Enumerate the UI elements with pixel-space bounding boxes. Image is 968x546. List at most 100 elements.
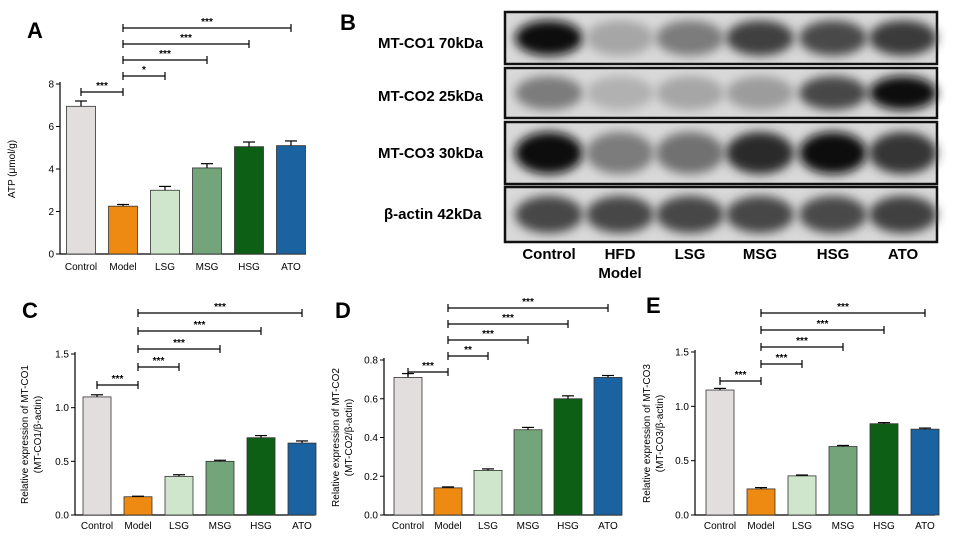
chart-e-y-axis-label-line: (MT-CO3/β-actin) [655, 395, 666, 472]
chart-d-category-label: Control [392, 521, 424, 532]
chart-e-bar-hsg [869, 423, 899, 516]
chart-a-category-label: ATO [281, 262, 301, 273]
chart-e-y-axis-label-line: Relative expression of MT-CO3 [642, 364, 653, 503]
chart-a-sig-label: *** [96, 81, 108, 92]
chart-a-bar-ato [276, 145, 306, 255]
chart-c-category-label: Model [124, 521, 151, 532]
chart-a-bar-model [108, 205, 138, 255]
blot-band-control [515, 20, 583, 56]
blot-lane-label-control: Control [522, 246, 575, 263]
chart-e-sig-label: *** [796, 336, 808, 347]
blot-band-hfd [586, 195, 654, 234]
chart-d-sig-label: *** [502, 313, 514, 324]
chart-e-bar-ato [910, 428, 940, 516]
chart-c-sig-label: *** [153, 356, 165, 367]
panel-letter-a: A [27, 18, 43, 43]
blot-lane-label-hfd: HFD [605, 246, 636, 263]
chart-d-bar-control [393, 377, 423, 516]
chart-e-bar-model [746, 488, 776, 516]
chart-a-y-axis-label: ATP (μmol/g) [7, 140, 18, 198]
chart-c-bar-ato [287, 442, 317, 516]
blot-band-hfd [586, 131, 654, 175]
blot-band-control [515, 131, 583, 175]
chart-d-category-label: Model [434, 521, 461, 532]
western-blot: MT-CO1 70kDa MT-CO2 25kDa MT-CO3 30kDa β… [378, 10, 939, 282]
blot-row-label-mt-co2: MT-CO2 25kDa [378, 88, 484, 105]
blot-band-hsg [799, 76, 867, 110]
blot-band-ato [869, 131, 937, 175]
blot-band-msg [726, 131, 794, 175]
chart-a-y-tick-label: 4 [48, 165, 54, 176]
blot-band-msg [726, 20, 794, 56]
chart-a-category-label: MSG [196, 262, 219, 273]
blot-band-lsg [656, 195, 724, 234]
chart-c-y-tick-label: 1.0 [55, 403, 69, 414]
chart-d-y-tick-label: 0.6 [364, 394, 378, 405]
blot-band-control [515, 76, 583, 110]
chart-a-bar-hsg [234, 146, 264, 255]
blot-band-hsg [799, 20, 867, 56]
chart-d-y-axis-label-line: (MT-CO2/β-actin) [344, 399, 355, 476]
chart-c-bar-lsg [164, 475, 194, 516]
chart-e-sig-label: *** [776, 353, 788, 364]
chart-c-y-axis-label-line: (MT-CO1/β-actin) [33, 396, 44, 473]
chart-e-sig-label: *** [735, 370, 747, 381]
chart-mt-co1: 0.0 0.5 1.0 1.5 Relative expression of MT-CO… [20, 302, 317, 532]
chart-a-category-label: Control [65, 262, 97, 273]
chart-a-y-tick-label: 0 [48, 250, 54, 261]
chart-e-y-axis-label: Relative expression of MT-CO3 (MT-CO3/β-a… [642, 364, 666, 503]
blot-row-label-beta-actin: β-actin 42kDa [384, 206, 482, 223]
chart-c-category-label: MSG [209, 521, 232, 532]
panel-letter-b: B [340, 10, 356, 35]
blot-lane-sublabel-model: Model [598, 265, 641, 282]
chart-c-y-axis-label-line: Relative expression of MT-CO1 [20, 365, 31, 504]
chart-d-y-axis-label-line: Relative expression of MT-CO2 [331, 368, 342, 507]
chart-d-category-label: ATO [598, 521, 618, 532]
chart-e-y-tick-label: 0.0 [675, 511, 689, 522]
blot-band-ato [869, 195, 937, 234]
blot-band-lsg [656, 20, 724, 56]
chart-e-category-label: HSG [873, 521, 895, 532]
chart-d-y-axis-label: Relative expression of MT-CO2 (MT-CO2/β-a… [331, 368, 355, 507]
chart-a-category-label: HSG [238, 262, 260, 273]
blot-band-hfd [586, 20, 654, 56]
chart-atp: 0 2 4 6 8 ATP (μmol/g) Control Model LSG MSG HSG AT… [7, 17, 306, 273]
chart-mt-co3: 0.0 0.5 1.0 1.5 Relative expression of MT-CO… [642, 302, 940, 532]
chart-d-bar-lsg [473, 470, 503, 516]
blot-band-hsg [799, 195, 867, 234]
chart-d-y-tick-label: 0.2 [364, 472, 378, 483]
blot-row-label-mt-co3: MT-CO3 30kDa [378, 145, 484, 162]
chart-a-category-label: Model [109, 262, 136, 273]
chart-d-bar-hsg [553, 398, 583, 516]
chart-d-sig-label: *** [522, 297, 534, 308]
chart-c-category-label: LSG [169, 521, 189, 532]
chart-d-y-tick-label: 0.4 [364, 433, 378, 444]
panel-letter-c: C [22, 298, 38, 323]
chart-e-category-label: Control [704, 521, 736, 532]
chart-a-y-tick-label: 8 [48, 80, 54, 91]
blot-row-label-mt-co1: MT-CO1 70kDa [378, 35, 484, 52]
blot-band-hsg [799, 131, 867, 175]
chart-e-bar-msg [828, 446, 858, 516]
blot-band-msg [726, 76, 794, 110]
chart-a-sig-label: *** [159, 49, 171, 60]
chart-c-y-tick-label: 0.0 [55, 511, 69, 522]
panel-letter-e: E [646, 293, 661, 318]
blot-lane-label-msg: MSG [743, 246, 777, 263]
chart-d-y-tick-label: 0.0 [364, 511, 378, 522]
chart-d-sig-label: ** [464, 345, 472, 356]
chart-c-bar-control [82, 396, 112, 516]
chart-c-category-label: Control [81, 521, 113, 532]
chart-c-category-label: ATO [292, 521, 312, 532]
blot-band-hfd [586, 76, 654, 110]
chart-a-y-tick-label: 2 [48, 207, 54, 218]
chart-a-bar-msg [192, 167, 222, 255]
chart-c-y-tick-label: 1.5 [55, 350, 69, 361]
chart-d-sig-label: *** [422, 361, 434, 372]
chart-a-sig-label: *** [180, 33, 192, 44]
chart-c-category-label: HSG [250, 521, 272, 532]
chart-d-bar-ato [593, 377, 623, 516]
chart-d-bar-model [433, 487, 463, 516]
blot-lane-label-lsg: LSG [675, 246, 706, 263]
